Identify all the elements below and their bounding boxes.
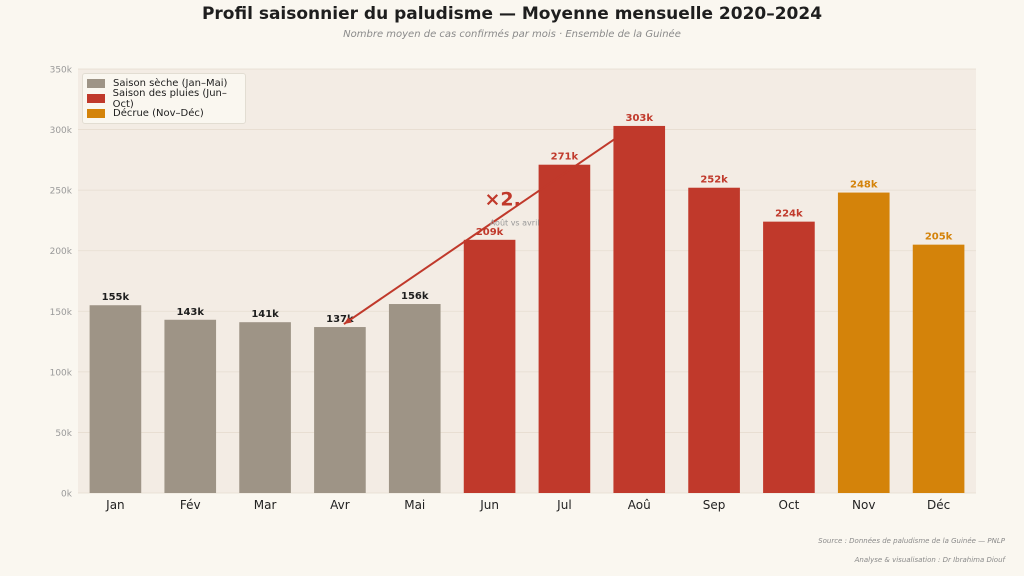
value-label: 156k [401, 291, 429, 302]
legend-label: Saison des pluies (Jun–Oct) [112, 87, 227, 110]
bar-Jan [89, 305, 142, 493]
legend-swatch [87, 94, 105, 103]
bar-Jun [463, 239, 516, 493]
x-tick-label: Aoû [628, 498, 651, 512]
x-tick-label: Déc [927, 498, 950, 512]
y-tick-label: 50k [55, 429, 72, 439]
plot-area [78, 69, 976, 493]
legend-item-1: Saison des pluies (Jun–Oct) [87, 88, 245, 110]
chart-legend: Saison sèche (Jan–Mai) Saison des pluies … [82, 73, 246, 124]
chart-subtitle: Nombre moyen de cas confirmés par mois ·… [343, 29, 681, 40]
legend-swatch [87, 79, 105, 88]
y-tick-label: 250k [50, 187, 73, 197]
bar-Mai [388, 304, 441, 493]
x-tick-label: Sep [703, 498, 726, 512]
annotation-arrow-line [343, 135, 620, 325]
legend-label: Décrue (Nov–Déc) [113, 108, 204, 119]
annotation-ratio: ×2. [484, 188, 520, 210]
y-tick-label: 150k [50, 308, 73, 318]
bar-Déc [912, 244, 965, 493]
value-label: 141k [251, 309, 279, 320]
bar-Avr [314, 327, 366, 493]
x-tick-label: Nov [852, 498, 875, 512]
value-label: 303k [625, 113, 653, 124]
legend-label: Saison sèche (Jan–Mai) [113, 78, 228, 89]
value-label: 271k [551, 152, 579, 163]
bar-Oct [763, 221, 815, 493]
annotation-subtext: Août vs avril [490, 218, 540, 227]
source-note: Source : Données de paludisme de la Guin… [818, 537, 1005, 545]
value-label: 137k [326, 314, 354, 325]
value-label: 143k [176, 307, 204, 318]
bar-Nov [837, 192, 890, 493]
bar-Fév [164, 319, 217, 493]
value-label: 209k [476, 227, 504, 238]
credit-note: Analyse & visualisation : Dr Ibrahima Di… [854, 556, 1005, 564]
x-tick-label: Oct [779, 498, 800, 512]
x-tick-label: Avr [330, 498, 350, 512]
y-tick-label: 100k [50, 368, 73, 378]
y-tick-label: 300k [50, 126, 73, 136]
value-label: 224k [775, 209, 803, 220]
legend-item-2: Décrue (Nov–Déc) [87, 106, 245, 121]
bar-Sep [688, 187, 740, 493]
y-tick-label: 200k [50, 247, 73, 257]
value-label: 252k [700, 175, 728, 186]
legend-swatch [87, 109, 105, 118]
value-label: 248k [850, 180, 878, 191]
bar-Mar [239, 322, 291, 493]
x-tick-label: Fév [180, 498, 201, 512]
x-tick-label: Jul [556, 498, 571, 512]
x-tick-label: Mai [404, 498, 425, 512]
x-tick-label: Jan [105, 498, 125, 512]
value-label: 205k [925, 232, 953, 243]
x-tick-label: Jun [479, 498, 499, 512]
chart-title: Profil saisonnier du paludisme — Moyenne… [201, 4, 823, 24]
legend-item-0: Saison sèche (Jan–Mai) [87, 76, 245, 91]
bar-Jul [538, 164, 591, 493]
annotation-arrow-head [343, 317, 352, 325]
value-label: 155k [102, 292, 130, 303]
bar-Aoû [613, 125, 666, 494]
x-tick-label: Mar [254, 498, 277, 512]
y-tick-label: 350k [50, 66, 73, 76]
y-tick-label: 0k [61, 490, 73, 500]
